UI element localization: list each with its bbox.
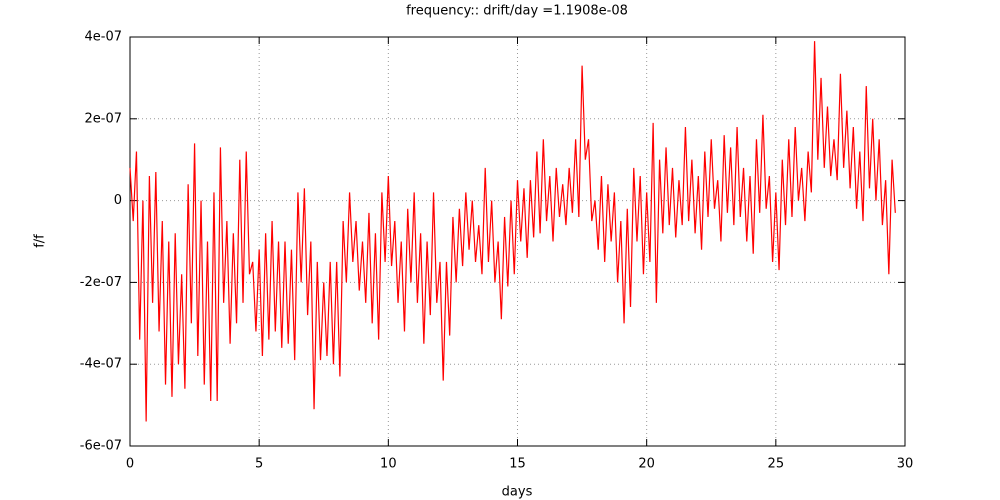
y-tick-label: -2e-07	[80, 275, 122, 290]
x-axis-label: days	[502, 485, 533, 500]
y-tick-label: 4e-07	[84, 30, 122, 45]
y-tick-label: -6e-07	[80, 439, 122, 454]
x-tick-label: 5	[255, 457, 263, 472]
plot-frame	[129, 36, 906, 447]
x-tick-label: 10	[380, 457, 397, 472]
y-tick-label: 0	[114, 193, 122, 208]
x-tick-label: 20	[638, 457, 655, 472]
chart-title: frequency:: drift/day =1.1908e-08	[406, 4, 628, 19]
y-tick-label: 2e-07	[84, 111, 122, 126]
x-tick-label: 15	[509, 457, 526, 472]
y-tick-label: -4e-07	[80, 357, 122, 372]
x-tick-label: 25	[768, 457, 785, 472]
data-line	[129, 41, 896, 422]
y-axis-label: f/f	[33, 234, 48, 248]
x-tick-label: 30	[897, 457, 914, 472]
x-tick-label: 0	[126, 457, 134, 472]
